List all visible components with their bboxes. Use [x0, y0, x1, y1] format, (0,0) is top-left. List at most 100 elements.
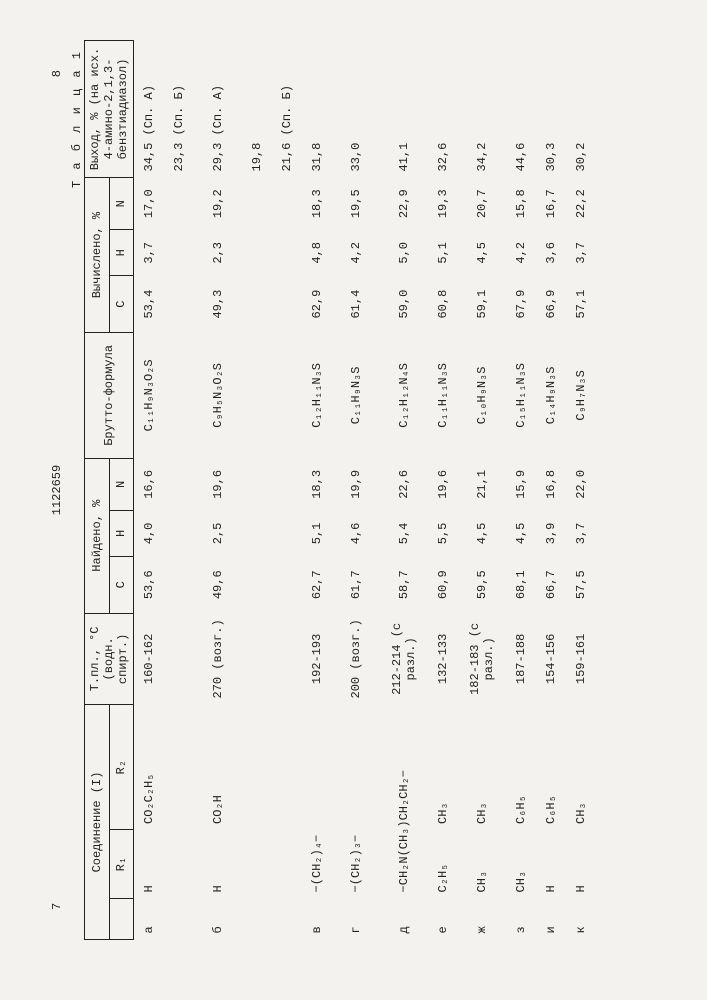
- cell-cN: [164, 177, 194, 230]
- cell-cC: 60,8: [428, 276, 458, 333]
- cell-fH: 5,1: [302, 511, 332, 557]
- cell-fN: 16,6: [134, 458, 164, 510]
- cell-fN: 22,6: [380, 458, 428, 510]
- th-fC: C: [109, 556, 134, 613]
- th-calc: Вычислено, %: [85, 177, 110, 332]
- cell-y: 29,3 (Сп. А): [194, 41, 242, 178]
- cell-fN: [164, 458, 194, 510]
- cell-r1: [164, 830, 194, 898]
- cell-mp: 270 (возг.): [194, 613, 242, 704]
- table-row: жCH₃CH₃182-183 (с разл.)59,54,521,1C₁₀H₉…: [458, 41, 506, 940]
- cell-cH: [242, 230, 272, 276]
- cell-y: 19,8: [242, 41, 272, 178]
- cell-mp: 200 (возг.): [332, 613, 380, 704]
- cell-bf: C₉H₇N₃S: [566, 333, 596, 458]
- cell-cN: 17,0: [134, 177, 164, 230]
- cell-r1: [242, 830, 272, 898]
- cell-cH: 5,1: [428, 230, 458, 276]
- cell-cH: 4,2: [506, 230, 536, 276]
- table-row: д−CH₂N(CH₃)CH₂CH₂−212-214 (с разл.)58,75…: [380, 41, 428, 940]
- cell-fC: [164, 556, 194, 613]
- cell-cC: 49,3: [194, 276, 242, 333]
- cell-r2: C₆H₅: [536, 705, 566, 830]
- cell-r1: H: [134, 830, 164, 898]
- cell-fC: 58,7: [380, 556, 428, 613]
- cell-fN: [272, 458, 302, 510]
- cell-id: б: [194, 898, 242, 939]
- table-row: 23,3 (Сп. Б): [164, 41, 194, 940]
- th-cC: C: [109, 276, 134, 333]
- th-mp: Т.пл., °С (водн. спирт.): [85, 613, 134, 704]
- cell-mp: 192-193: [302, 613, 332, 704]
- cell-fH: 3,7: [566, 511, 596, 557]
- data-table: Соединение (I) Т.пл., °С (водн. спирт.) …: [84, 40, 596, 940]
- table-row: г−(CH₂)₃−200 (возг.)61,74,619,9C₁₁H₉N₃S6…: [332, 41, 380, 940]
- cell-fH: [164, 511, 194, 557]
- cell-cN: 19,5: [332, 177, 380, 230]
- page-num-right: 8: [50, 70, 64, 77]
- cell-mp: [164, 613, 194, 704]
- cell-cC: 57,1: [566, 276, 596, 333]
- cell-cC: 66,9: [536, 276, 566, 333]
- doc-number: 1122659: [50, 465, 64, 515]
- page: 7 1122659 8 Т а б л и ц а 1 Соединение (…: [0, 293, 707, 1000]
- cell-fC: 60,9: [428, 556, 458, 613]
- table-label: Т а б л и ц а 1: [70, 40, 84, 940]
- th-r1: R₁: [109, 830, 134, 898]
- cell-r2: CO₂C₂H₅: [134, 705, 164, 830]
- cell-r1: C₂H₅: [428, 830, 458, 898]
- cell-bf: C₁₂H₁₁N₃S: [302, 333, 332, 458]
- cell-bf: C₁₁H₉N₃O₂S: [134, 333, 164, 458]
- cell-cH: 4,2: [332, 230, 380, 276]
- table-body: аHCO₂C₂H₅160-16253,64,016,6C₁₁H₉N₃O₂S53,…: [134, 41, 596, 940]
- page-header: 7 1122659 8: [50, 40, 70, 940]
- table-row: 21,6 (Сп. Б): [272, 41, 302, 940]
- cell-cC: 59,1: [458, 276, 506, 333]
- cell-bf: [272, 333, 302, 458]
- cell-y: 34,2: [458, 41, 506, 178]
- cell-id: [242, 898, 272, 939]
- cell-fN: 16,8: [536, 458, 566, 510]
- cell-y: 44,6: [506, 41, 536, 178]
- th-found: Найдено, %: [85, 458, 110, 613]
- cell-id: д: [380, 898, 428, 939]
- table-row: аHCO₂C₂H₅160-16253,64,016,6C₁₁H₉N₃O₂S53,…: [134, 41, 164, 940]
- cell-y: 32,6: [428, 41, 458, 178]
- cell-fH: 4,6: [332, 511, 380, 557]
- th-yield: Выход, % (на исх. 4-амино-2,1,3-бензтиад…: [85, 41, 134, 178]
- cell-mp: [242, 613, 272, 704]
- th-cN: N: [109, 177, 134, 230]
- cell-cC: [164, 276, 194, 333]
- cell-fN: 22,0: [566, 458, 596, 510]
- cell-fH: 4,0: [134, 511, 164, 557]
- cell-id: [272, 898, 302, 939]
- cell-r1: H: [536, 830, 566, 898]
- cell-id: ж: [458, 898, 506, 939]
- cell-mp: 159-161: [566, 613, 596, 704]
- cell-mp: 132-133: [428, 613, 458, 704]
- cell-fN: 19,9: [332, 458, 380, 510]
- cell-mp: 182-183 (с разл.): [458, 613, 506, 704]
- cell-fN: [242, 458, 272, 510]
- cell-fC: [272, 556, 302, 613]
- cell-cC: 59,0: [380, 276, 428, 333]
- cell-cN: 15,8: [506, 177, 536, 230]
- cell-id: з: [506, 898, 536, 939]
- cell-cH: 4,8: [302, 230, 332, 276]
- cell-y: 30,3: [536, 41, 566, 178]
- cell-cC: 61,4: [332, 276, 380, 333]
- cell-bf: C₁₀H₉N₃S: [458, 333, 506, 458]
- cell-id: к: [566, 898, 596, 939]
- cell-id: [164, 898, 194, 939]
- cell-cN: 20,7: [458, 177, 506, 230]
- cell-r2: CH₃: [428, 705, 458, 830]
- table-row: в−(CH₂)₄−192-19362,75,118,3C₁₂H₁₁N₃S62,9…: [302, 41, 332, 940]
- th-cH: H: [109, 230, 134, 276]
- cell-fH: 4,5: [506, 511, 536, 557]
- cell-fC: 57,5: [566, 556, 596, 613]
- cell-fC: 62,7: [302, 556, 332, 613]
- cell-fH: 3,9: [536, 511, 566, 557]
- cell-bf: C₁₅H₁₁N₃S: [506, 333, 536, 458]
- cell-mp: 160-162: [134, 613, 164, 704]
- cell-fH: 5,5: [428, 511, 458, 557]
